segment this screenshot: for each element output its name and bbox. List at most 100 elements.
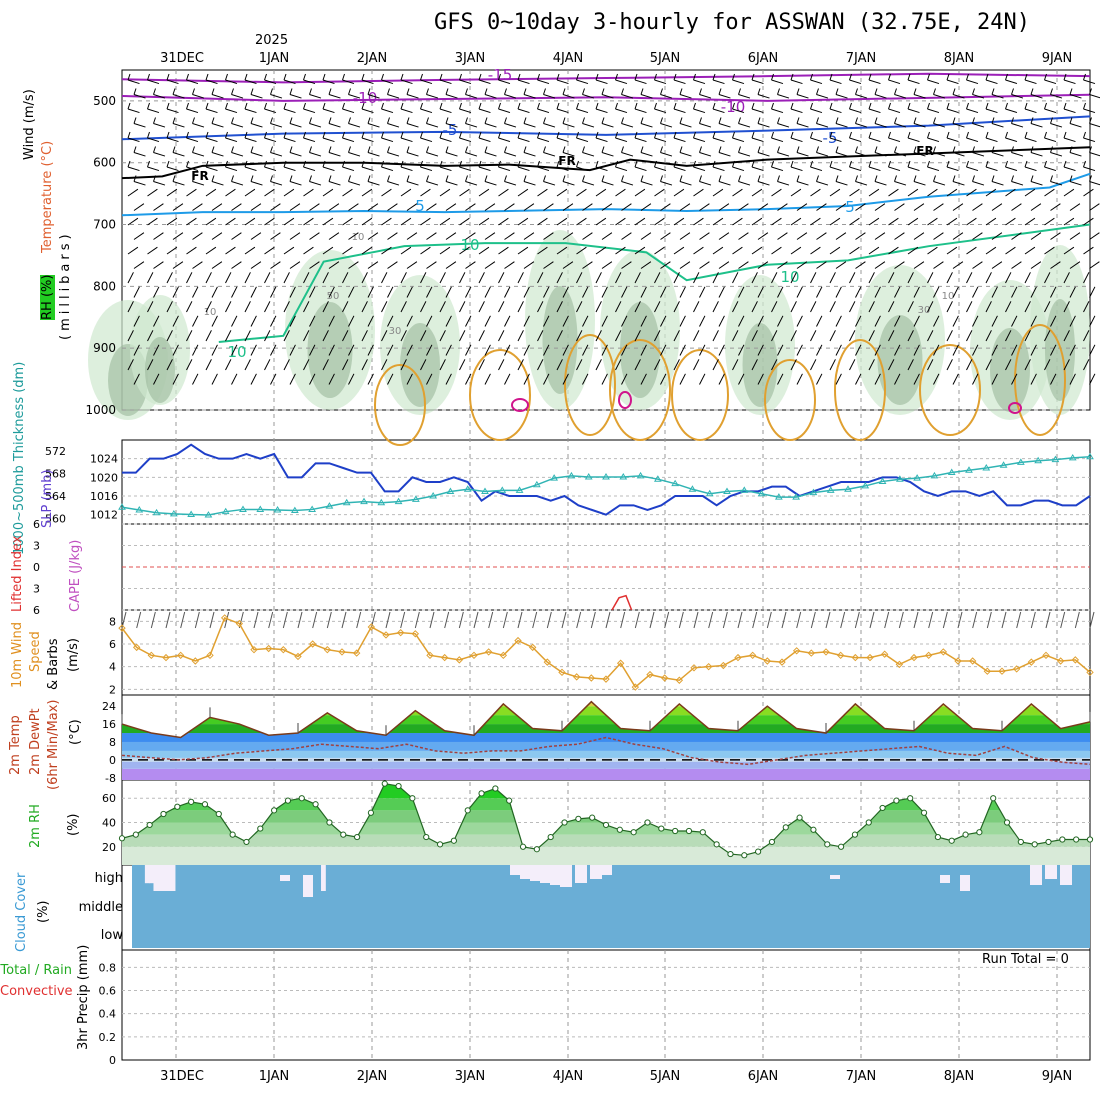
rh2m-marker [465,808,470,813]
wind-barb-flag [290,176,292,182]
wind-barb [797,345,802,356]
wind-barb-flag [986,103,988,109]
wind-barb [947,80,958,84]
wind-barb-flag [440,103,442,109]
wind-barb [1025,167,1036,171]
wind10m-barb [137,612,141,628]
wind-barb [446,233,456,240]
wind-barb [544,153,555,157]
wind-barb [577,218,587,225]
wind-barb [778,95,789,99]
wind-barb-flag [635,161,637,167]
wind10m-barb [621,612,625,628]
rh-shade-blob-dark [543,286,578,394]
rh2m-marker [977,830,982,835]
wind10m-barb [313,612,317,628]
wind-barb [368,262,378,269]
wind-barb [407,153,418,157]
wind-barb-flag [212,176,214,182]
wind-barb-flag [928,74,930,80]
wind-barb-flag [368,176,370,182]
wind-barb-flag [1045,103,1047,109]
wind-barb [245,247,255,254]
wind-barb-flag [635,103,637,109]
wind-barb [622,233,632,240]
day-label-bottom: 6JAN [748,1069,779,1084]
wind-barb [752,167,763,171]
wind-barb-flag [869,132,871,138]
wind-barb [791,189,801,196]
wind-barb [134,182,145,186]
wind-barb-flag [817,147,819,153]
wind-barb [1084,189,1094,196]
temp-band [122,742,1090,751]
wind-barb-flag [382,74,384,80]
wind10m-barb [914,612,918,628]
wind-barb [1031,233,1041,240]
wind-barb-flag [505,176,507,182]
wind-barb [1025,218,1035,225]
wind-barb [928,109,939,113]
wind-barb [128,189,138,196]
wind-barb [323,138,334,142]
wind10m-label-c: & Barbs [46,638,61,690]
wind10m-barb [709,612,713,628]
precip-tick-label: 0.6 [99,985,117,998]
wind-barb [836,316,841,327]
wind-barb-flag [733,132,735,138]
wind-barb [1051,233,1061,240]
wind-barb [284,189,294,196]
wind-barb-flag [914,118,916,124]
wind-barb-flag [1064,103,1066,109]
rh2m-marker [410,796,415,801]
wind-barb [1084,247,1094,254]
wind-barb [967,80,978,84]
wind-barb [499,109,510,113]
wind-barb [694,247,704,254]
rh-contour-label: 10 [204,307,217,318]
wind-barb [499,189,509,196]
rh2m-marker [838,844,843,849]
wind-barb-flag [602,89,604,95]
wind-barb [187,218,197,225]
wind-barb [245,189,255,196]
wind-barb [680,262,690,269]
wind-barb-flag [986,132,988,138]
wind-barb-flag [934,118,936,124]
wind-barb [733,189,743,196]
wind-barb-flag [797,118,799,124]
wind10m-barb [327,612,331,628]
cloud-high-gap [166,865,171,891]
wind-barb-flag [388,89,390,95]
wind-barb [641,124,652,128]
wind-barb-flag [290,147,292,153]
rh2m-marker [617,827,622,832]
wind-barb-flag [752,132,754,138]
day-label-top: 31DEC [160,51,204,66]
rh2m-marker [991,796,996,801]
wind-barb [674,247,684,254]
wind-barb [752,109,763,113]
wind-barb-flag [1025,161,1027,167]
wind-barb [310,204,320,211]
wind-barb [596,247,606,254]
temp-band [122,724,1090,733]
wind-barb [1012,153,1023,157]
wind10m-barb [166,612,170,628]
wind-barb-flag [382,103,384,109]
wind-barb [1031,153,1042,157]
wind-barb [616,218,626,225]
wind-barb [811,138,822,142]
wind-barb [382,138,393,142]
wind-barb [382,272,387,283]
wind10m-barb [533,612,537,628]
wind-barb [719,316,724,327]
wind-barb [544,182,555,186]
wind-barb [583,182,594,186]
wind-barb [752,80,763,84]
wind-barb [368,124,379,128]
wind-barb [758,124,769,128]
wind-barb-flag [187,161,189,167]
wind-barb [680,287,685,298]
day-label-top: 9JAN [1042,51,1073,66]
